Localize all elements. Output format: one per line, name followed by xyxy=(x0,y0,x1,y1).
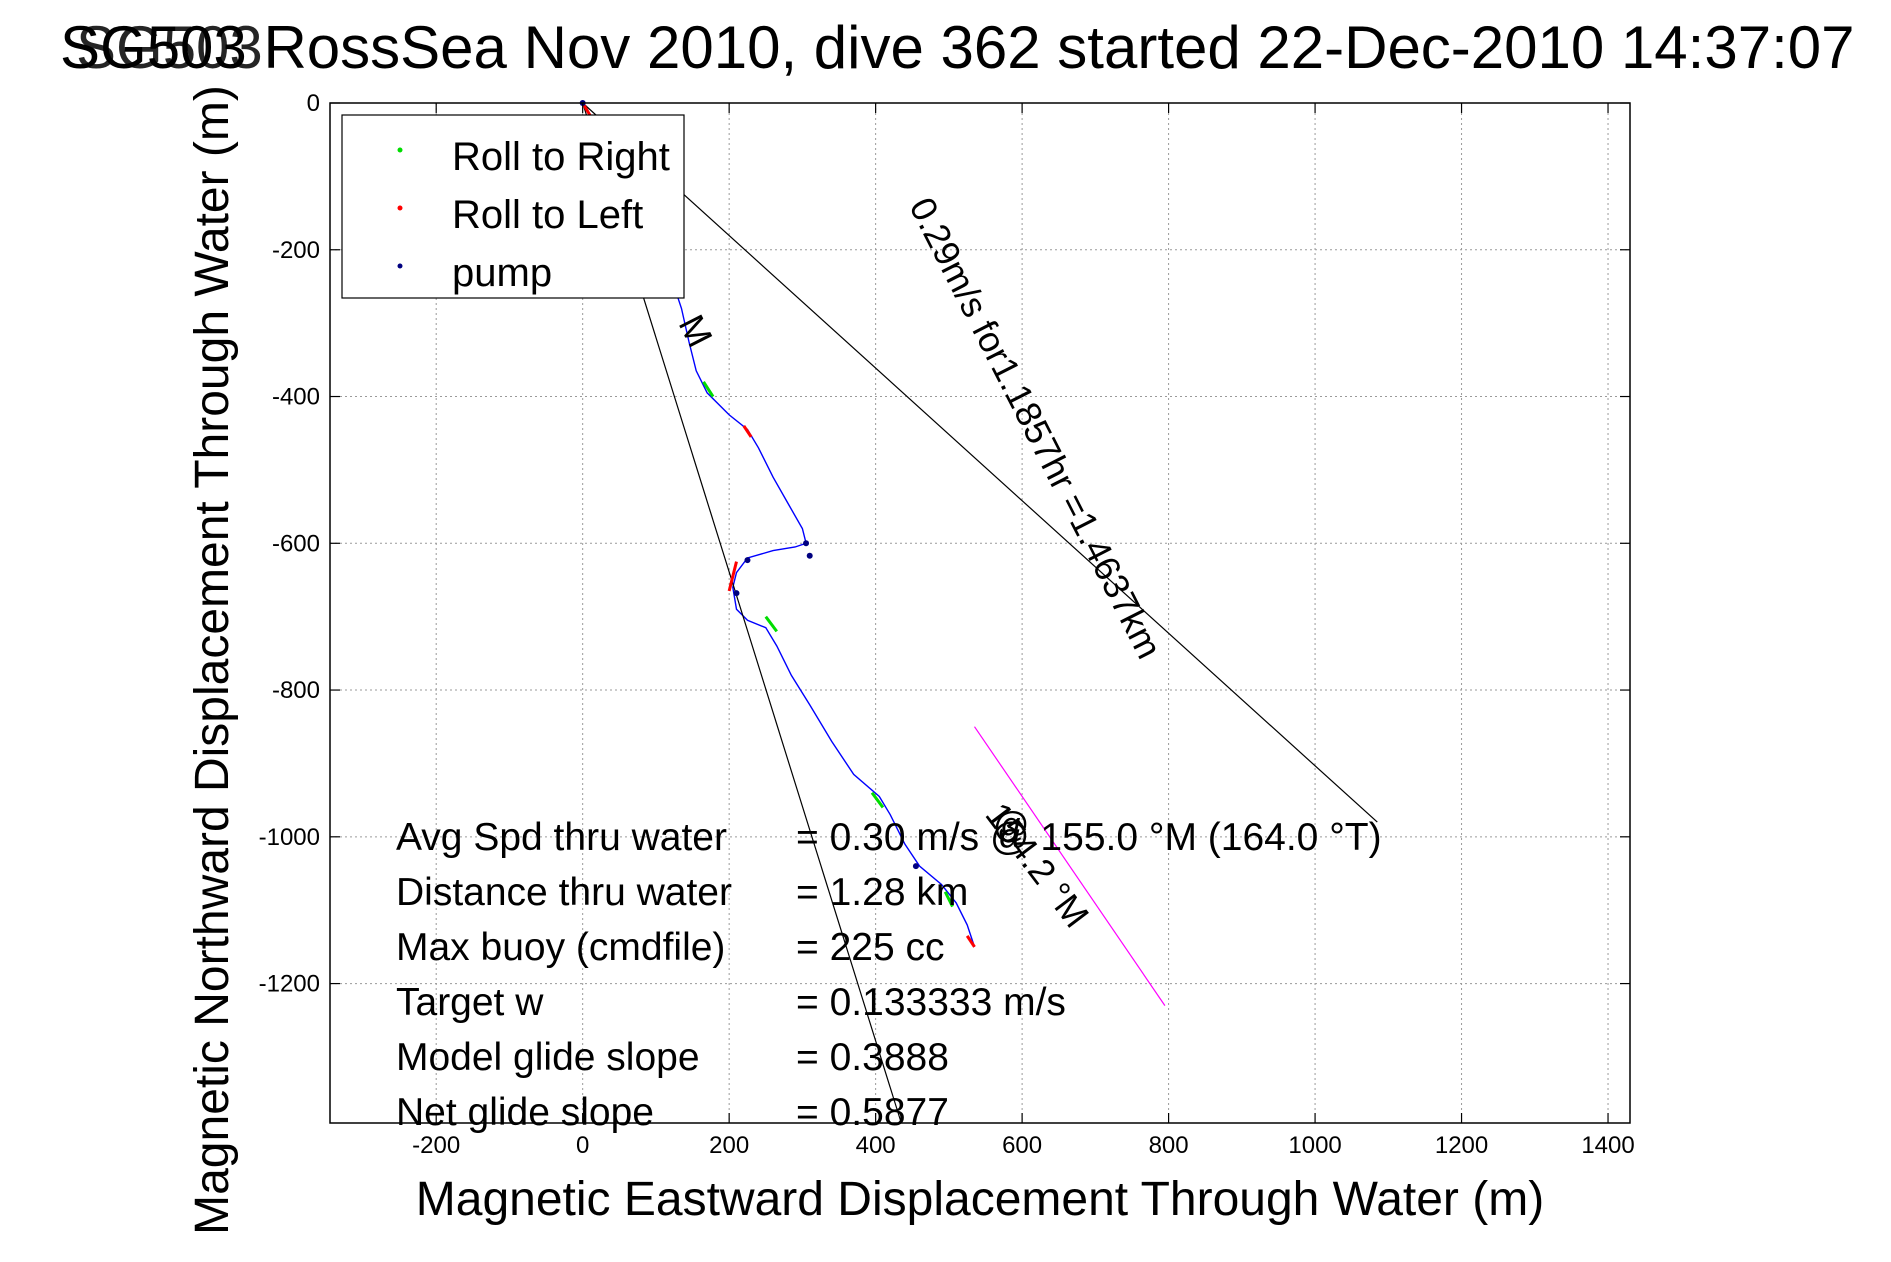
legend-marker-roll-left xyxy=(397,205,403,211)
stat-label: Distance thru water xyxy=(396,871,732,914)
stat-label: Avg Spd thru water xyxy=(396,816,727,859)
x-tick-label: 1000 xyxy=(1288,1132,1341,1159)
stat-label: Model glide slope xyxy=(396,1036,700,1079)
legend: Roll to Right Roll to Left pump xyxy=(341,114,685,299)
x-tick-label: 600 xyxy=(1002,1132,1042,1159)
y-tick-label: -1200 xyxy=(259,971,320,998)
chart-title-overlay: SG503 xyxy=(76,14,263,81)
stat-label: Net glide slope xyxy=(396,1091,654,1134)
x-axis-ticks: -200 0 200 400 600 800 1000 1200 1400 xyxy=(412,103,1635,1159)
legend-label-roll-left: Roll to Left xyxy=(452,193,643,237)
x-tick-label: 0 xyxy=(576,1132,589,1159)
roll-left-segment xyxy=(965,935,976,948)
series-markers xyxy=(579,100,976,948)
roll-right-segment xyxy=(943,891,954,908)
y-tick-label: -800 xyxy=(272,677,320,704)
stat-value: = 0.3888 xyxy=(796,1036,949,1079)
roll-right-segment xyxy=(764,615,778,633)
x-tick-label: 1400 xyxy=(1581,1132,1634,1159)
y-tick-label: -1000 xyxy=(259,824,320,851)
pump-point xyxy=(806,552,813,559)
roll-right-segment xyxy=(870,791,885,809)
series-current-heading xyxy=(974,726,1166,1006)
x-tick-label: 200 xyxy=(709,1132,749,1159)
y-tick-label: -400 xyxy=(272,384,320,411)
y-tick-label: -600 xyxy=(272,530,320,557)
stat-value: = 225 cc xyxy=(796,926,945,969)
pump-point xyxy=(733,590,740,597)
y-tick-label: 0 xyxy=(307,90,320,117)
grid xyxy=(330,102,1630,1123)
x-tick-label: 800 xyxy=(1149,1132,1189,1159)
y-tick-label: -200 xyxy=(272,237,320,264)
roll-right-segment xyxy=(702,381,715,398)
roll-left-segment xyxy=(742,425,753,438)
chart-title: SG503 RossSea Nov 2010, dive 362 started… xyxy=(60,14,1855,81)
x-tick-label: -200 xyxy=(412,1132,460,1159)
line-annotation: @ xyxy=(993,804,1030,845)
legend-marker-roll-right xyxy=(397,147,403,153)
stats-block: Avg Spd thru water = 0.30 m/s @ 155.0 °M … xyxy=(396,816,1382,1134)
stat-value: = 0.5877 xyxy=(796,1091,949,1134)
legend-label-pump: pump xyxy=(452,251,552,295)
x-tick-label: 1200 xyxy=(1435,1132,1488,1159)
pump-point xyxy=(912,863,919,870)
x-tick-label: 400 xyxy=(856,1132,896,1159)
x-axis-label: Magnetic Eastward Displacement Through W… xyxy=(416,1173,1544,1226)
pump-point xyxy=(803,540,810,547)
axes-frame xyxy=(329,102,1631,1124)
roll-left-segment xyxy=(727,561,738,592)
y-axis-label: Magnetic Northward Displacement Through … xyxy=(186,85,239,1235)
y-axis-ticks: 0 -200 -400 -600 -800 -1000 -1200 xyxy=(259,90,1630,998)
stat-value: = 0.30 m/s @ 155.0 °M (164.0 °T) xyxy=(796,816,1382,859)
stat-label: Max buoy (cmdfile) xyxy=(396,926,725,969)
pump-point xyxy=(744,557,751,564)
stat-value: = 0.133333 m/s xyxy=(796,981,1066,1024)
stat-value: = 1.28 km xyxy=(796,871,968,914)
series-heading-line-right xyxy=(582,102,1378,823)
stat-label: Target w xyxy=(396,981,544,1024)
legend-label-roll-right: Roll to Right xyxy=(452,135,670,179)
legend-marker-pump xyxy=(397,263,403,269)
